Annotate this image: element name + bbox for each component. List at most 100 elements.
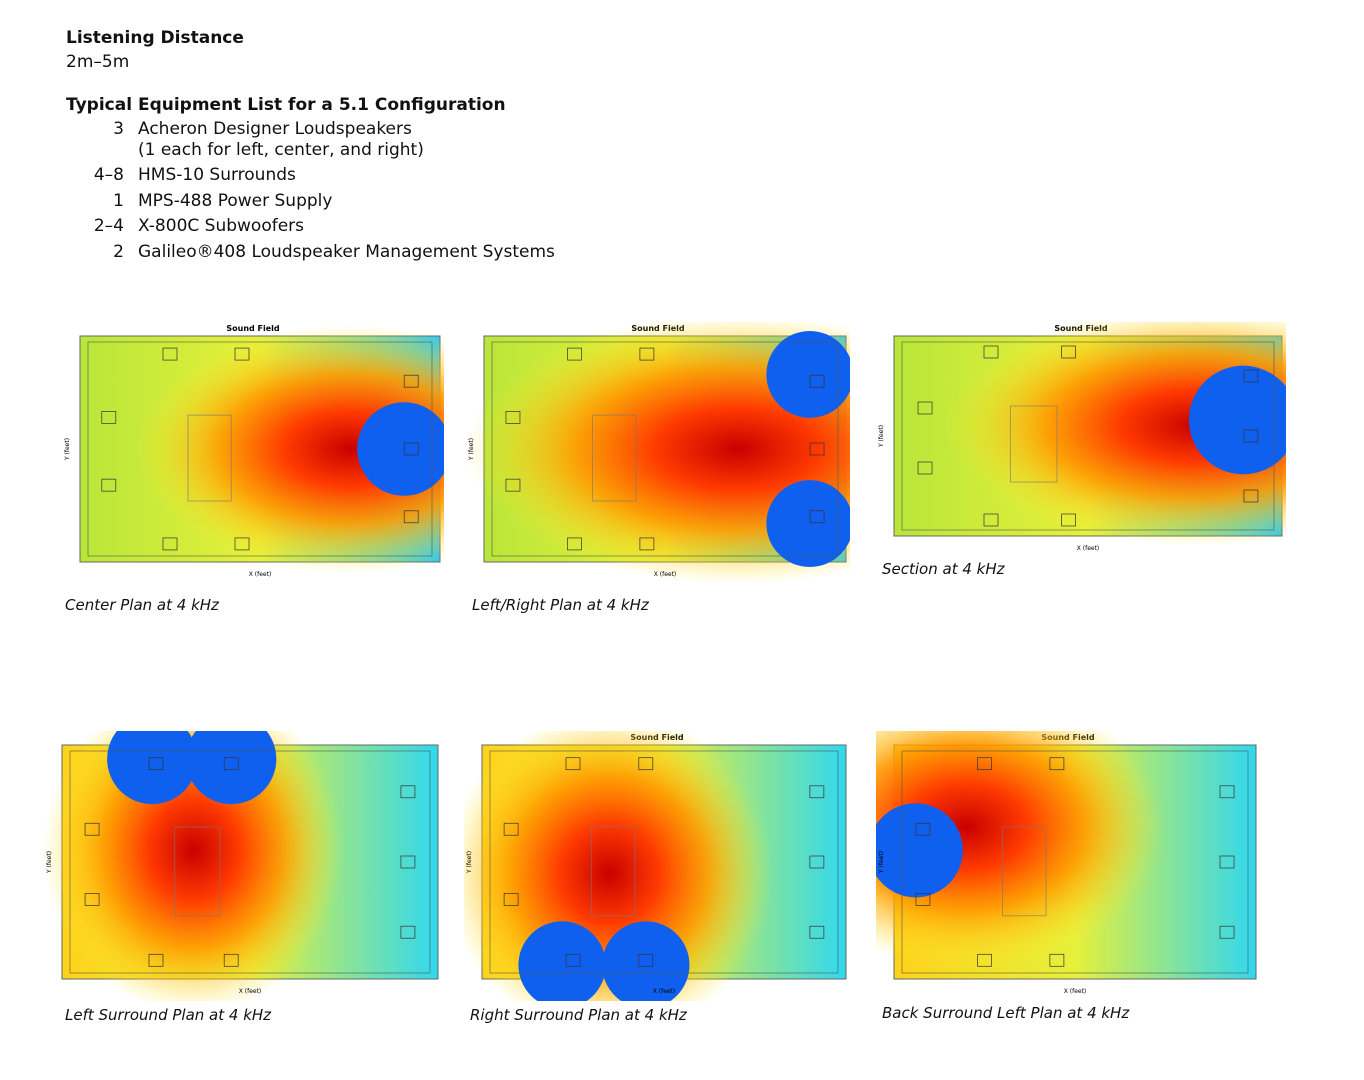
room-outline bbox=[491, 341, 839, 557]
caption: Section at 4 kHz bbox=[882, 560, 1005, 578]
quantity: 1 bbox=[113, 191, 124, 211]
speaker bbox=[1243, 369, 1259, 383]
item-name: Acheron Designer Loudspeakers bbox=[138, 119, 412, 139]
speaker bbox=[809, 855, 825, 869]
speaker bbox=[917, 401, 933, 415]
speaker bbox=[1219, 785, 1235, 799]
item-name: MPS-488 Power Supply bbox=[138, 191, 333, 211]
source-zone bbox=[107, 731, 198, 805]
speaker bbox=[234, 347, 250, 361]
quantity: 3 bbox=[113, 119, 124, 139]
seating bbox=[174, 826, 221, 917]
speaker bbox=[223, 953, 239, 967]
hot-zone bbox=[944, 322, 1286, 546]
x-axis-label: X (feet) bbox=[653, 988, 676, 995]
room-outline bbox=[901, 750, 1249, 974]
speaker bbox=[505, 478, 521, 492]
seating bbox=[1002, 826, 1047, 917]
room-outline bbox=[489, 750, 839, 974]
speaker bbox=[915, 822, 931, 836]
speaker bbox=[809, 925, 825, 939]
hot-zone bbox=[44, 731, 344, 1001]
room-outline bbox=[87, 341, 433, 557]
speaker bbox=[1049, 953, 1065, 967]
source-zone bbox=[518, 921, 606, 1001]
speaker bbox=[503, 822, 519, 836]
caption: Right Surround Plan at 4 kHz bbox=[470, 1006, 687, 1024]
y-axis-label: Y (feet) bbox=[46, 851, 53, 874]
x-axis-label: X (feet) bbox=[1064, 988, 1087, 995]
x-axis-label: X (feet) bbox=[249, 571, 272, 578]
equipment-item: 3 Acheron Designer Loudspeakers (1 each fo… bbox=[66, 119, 666, 160]
speaker bbox=[223, 757, 239, 771]
speaker bbox=[403, 442, 419, 456]
seating bbox=[187, 414, 232, 502]
caption: Back Surround Left Plan at 4 kHz bbox=[882, 1004, 1130, 1022]
equipment-item: 4–8 HMS-10 Surrounds bbox=[66, 165, 666, 205]
speaker bbox=[639, 347, 655, 361]
item-name: X-800C Subwoofers bbox=[138, 216, 305, 236]
speaker bbox=[977, 953, 992, 967]
x-axis-label: X (feet) bbox=[1077, 545, 1100, 552]
caption: Left Surround Plan at 4 kHz bbox=[65, 1006, 272, 1024]
hot-zone bbox=[876, 731, 1166, 968]
quantity: 2–4 bbox=[93, 216, 124, 236]
speaker bbox=[400, 785, 416, 799]
caption: Left/Right Plan at 4 kHz bbox=[472, 596, 649, 614]
source-zone bbox=[186, 731, 277, 805]
item-note: (1 each for left, center, and right) bbox=[138, 140, 424, 160]
heading: Typical Equipment List for a 5.1 Configu… bbox=[66, 95, 506, 115]
source-zone bbox=[357, 402, 444, 496]
speaker bbox=[101, 478, 117, 492]
speaker bbox=[400, 855, 416, 869]
room-outline bbox=[69, 750, 431, 974]
speaker bbox=[809, 374, 825, 388]
equipment-item: 1 MPS-488 Power Supply bbox=[66, 191, 666, 231]
plot-title: Sound Field bbox=[226, 324, 280, 333]
speaker bbox=[917, 461, 933, 475]
seating bbox=[592, 414, 637, 502]
speaker bbox=[565, 953, 581, 967]
hot-zone bbox=[134, 324, 444, 574]
speaker bbox=[809, 785, 825, 799]
item-name: Galileo®408 Loudspeaker Management Syste… bbox=[138, 242, 555, 262]
equipment-item: 2–4 X-800C Subwoofers bbox=[66, 216, 666, 256]
speaker bbox=[1243, 429, 1259, 443]
speaker bbox=[503, 893, 519, 906]
equipment-item: 2 Galileo®408 Loudspeaker Management Syst… bbox=[66, 242, 666, 282]
speaker bbox=[101, 411, 117, 424]
seating bbox=[1010, 405, 1058, 483]
speaker bbox=[1049, 757, 1065, 771]
y-axis-label: Y (feet) bbox=[466, 851, 473, 874]
speaker bbox=[565, 757, 581, 771]
speaker bbox=[1219, 925, 1235, 939]
source-zone bbox=[766, 480, 850, 568]
speaker bbox=[983, 513, 999, 527]
speaker bbox=[977, 757, 992, 771]
speaker bbox=[403, 374, 419, 388]
heading: Listening Distance bbox=[66, 28, 244, 48]
y-axis-label: Y (feet) bbox=[468, 438, 475, 461]
speaker bbox=[162, 347, 178, 361]
source-zone bbox=[876, 803, 963, 898]
speaker bbox=[638, 757, 654, 771]
source-zone bbox=[1188, 365, 1286, 475]
speaker bbox=[162, 537, 178, 551]
speaker bbox=[809, 442, 825, 456]
x-axis-label: X (feet) bbox=[654, 571, 677, 578]
speaker bbox=[505, 411, 521, 424]
speaker bbox=[84, 822, 100, 836]
speaker bbox=[403, 510, 419, 524]
speaker bbox=[638, 953, 654, 967]
y-axis-label: Y (feet) bbox=[878, 851, 885, 874]
room-outline bbox=[901, 341, 1275, 531]
seating bbox=[590, 826, 636, 917]
speaker bbox=[84, 893, 100, 906]
